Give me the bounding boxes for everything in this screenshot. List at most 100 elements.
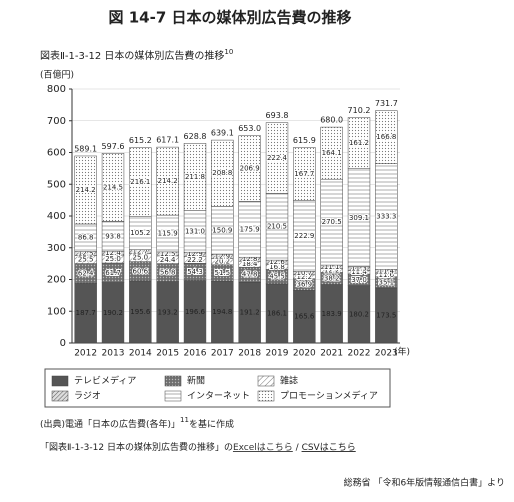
value-label: 93.8 [105,232,121,240]
excel-link[interactable]: Excelはこちら [233,442,293,453]
y-tick-label: 600 [47,148,66,159]
value-label: 11.3 [351,265,367,273]
total-label: 710.2 [348,106,371,115]
source: (出典)電通「日本の広告費(各年)」11を基に作成 [40,416,234,430]
bar-segment [375,110,398,164]
value-label: 175.9 [240,225,260,233]
value-label: 270.5 [322,218,342,226]
x-tick-label: 2015 [156,349,179,359]
csv-link[interactable]: CSVはこちら [302,442,356,453]
value-label: 12.2 [324,267,340,275]
value-label: 183.9 [322,310,342,318]
value-label: 11.4 [379,267,395,275]
bar-segment [101,153,125,222]
value-label: 12.4 [105,249,121,257]
bar-segment [347,117,371,169]
value-label: 193.2 [158,308,178,316]
value-label: 196.6 [185,308,206,316]
value-label: 56.8 [160,269,176,277]
value-label: 35.1 [379,278,395,286]
bar-segment [238,135,261,202]
x-tick-label: 2021 [320,349,343,359]
value-label: 211.8 [185,173,205,181]
value-label: 62.4 [78,269,94,277]
value-label: 105.2 [130,229,150,237]
x-tick-label: 2014 [129,349,152,359]
legend-label: インターネット [187,391,250,402]
value-label: 222.4 [267,154,288,162]
legend-box [44,368,391,408]
value-label: 12.9 [187,250,203,258]
total-label: 615.2 [129,136,152,145]
legend-label: 雑誌 [280,375,298,387]
value-label: 214.2 [158,177,178,185]
value-label: 191.2 [240,309,260,317]
value-label: 12.5 [160,250,176,258]
y-unit: (百億円) [40,69,74,81]
value-label: 164.1 [322,149,342,157]
value-label: 187.7 [76,309,96,317]
value-label: 11.1 [324,263,340,271]
subtitle: 図表Ⅱ-1-3-12 日本の媒体別広告費の推移10 [40,48,233,62]
total-label: 680.0 [320,116,343,125]
total-label: 615.9 [293,136,316,145]
value-label: 12.6 [269,258,285,266]
value-label: 222.9 [294,232,314,240]
x-tick-label: 2012 [74,349,97,359]
legend-swatch [51,375,69,387]
x-tick-label: 2020 [293,349,316,359]
value-label: 25.5 [78,256,94,264]
y-tick-label: 500 [47,179,66,190]
source-suffix: を基に作成 [189,418,234,430]
value-label: 186.1 [267,309,287,317]
value-label: 12.7 [133,248,149,256]
value-label: 161.2 [349,139,369,147]
value-label: 195.6 [130,308,151,316]
value-label: 190.2 [103,309,123,317]
legend-label: 新聞 [187,375,205,387]
total-label: 639.1 [211,129,234,138]
bar-segment [74,155,97,225]
value-label: 333.3 [376,213,396,221]
x-tick-label: 2013 [102,349,125,359]
chart-title: 図 14-7 日本の媒体別広告費の推移 [109,9,352,27]
credit: 総務省 「令和6年版情報通信白書」より [344,477,505,489]
y-tick-label: 0 [60,338,66,349]
legend-label: プロモーションメディア [280,390,378,402]
value-label: 86.8 [78,234,94,242]
value-label: 20.2 [215,258,231,266]
value-label: 45.5 [269,273,285,281]
legend-swatch [51,390,69,402]
value-label: 22.2 [187,256,203,264]
value-label: 165.6 [294,313,315,321]
bar-segment [320,126,343,180]
value-label: 12.5 [78,250,94,258]
value-label: 150.9 [212,226,232,234]
value-label: 25.0 [105,255,121,263]
total-label: 597.6 [102,142,125,151]
value-label: 214.5 [103,183,123,191]
bar-segment [265,122,289,194]
legend-label: ラジオ [74,391,101,402]
value-label: 115.9 [158,230,178,238]
x-tick-label: 2022 [348,349,371,359]
value-label: 51.5 [215,269,231,277]
x-tick-label: 2018 [238,349,261,359]
subtitle-note: 10 [224,48,233,56]
value-label: 11.4 [351,268,367,276]
value-label: 173.5 [376,311,396,319]
links-separator: / [293,443,302,453]
value-label: 54.3 [187,268,203,276]
bar-segment [156,146,179,216]
total-label: 617.1 [156,136,179,145]
links-prefix: 「図表Ⅱ-1-3-12 日本の媒体別広告費の推移」の [40,441,233,453]
y-tick-label: 200 [47,275,66,286]
legend-swatch [164,375,182,387]
x-tick-label: 2019 [266,349,289,359]
value-label: 36.9 [297,281,313,289]
value-label: 61.7 [105,269,121,277]
value-label: 16.8 [269,263,285,271]
bar-segment [129,147,152,217]
x-tick-label: 2016 [184,349,207,359]
